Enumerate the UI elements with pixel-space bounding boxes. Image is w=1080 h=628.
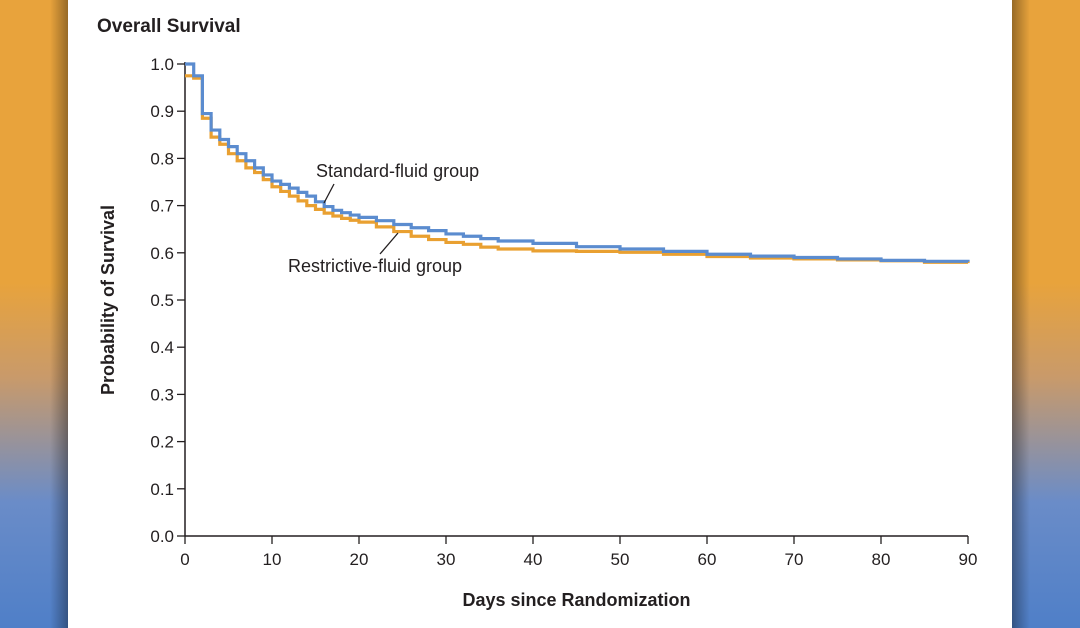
- chart-title: Overall Survival: [97, 16, 241, 37]
- y-tick-label: 0.9: [150, 102, 174, 121]
- restrictive-fluid-annotation: Restrictive-fluid group: [288, 256, 462, 276]
- restrictive-fluid-leader-line: [379, 232, 399, 255]
- x-tick-label: 20: [350, 550, 369, 569]
- standard-fluid-leader-line: [323, 183, 335, 204]
- chart-card: [68, 0, 1012, 628]
- x-tick-label: 30: [437, 550, 456, 569]
- x-tick-label: 40: [524, 550, 543, 569]
- y-tick-label: 0.3: [150, 385, 174, 404]
- x-tick-label: 90: [959, 550, 978, 569]
- series-lines: [185, 62, 970, 264]
- annotations: Standard-fluid group Restrictive-fluid gr…: [288, 161, 479, 276]
- y-tick-label: 0.4: [150, 338, 174, 357]
- y-tick-label: 0.6: [150, 244, 174, 263]
- y-tick-label: 0.8: [150, 149, 174, 168]
- x-tick-label: 0: [180, 550, 189, 569]
- left-background-panel: [0, 0, 68, 628]
- x-axis-title: Days since Randomization: [462, 590, 690, 610]
- y-tick-label: 0.1: [150, 480, 174, 499]
- x-tick-label: 70: [785, 550, 804, 569]
- y-tick-label: 1.0: [150, 55, 174, 74]
- x-tick-label: 50: [611, 550, 630, 569]
- x-tick-label: 60: [698, 550, 717, 569]
- x-tick-label: 10: [263, 550, 282, 569]
- restrictive-fluid-series-line: [185, 74, 970, 264]
- right-panel-shadow: [1012, 0, 1030, 628]
- y-tick-label: 0.5: [150, 291, 174, 310]
- y-axis-title: Probability of Survival: [98, 205, 118, 395]
- standard-fluid-annotation: Standard-fluid group: [316, 161, 479, 181]
- y-tick-label: 0.0: [150, 527, 174, 546]
- axes: 0.0 0.1 0.2 0.3 0.4 0.5 0.6 0.7 0.8 0.9 1.0 0 10 20 30…: [98, 55, 977, 610]
- x-tick-label: 80: [872, 550, 891, 569]
- left-panel-shadow: [50, 0, 68, 628]
- y-tick-label: 0.7: [150, 197, 174, 216]
- y-tick-label: 0.2: [150, 433, 174, 452]
- standard-fluid-series-line: [185, 62, 970, 263]
- right-background-panel: [1012, 0, 1080, 628]
